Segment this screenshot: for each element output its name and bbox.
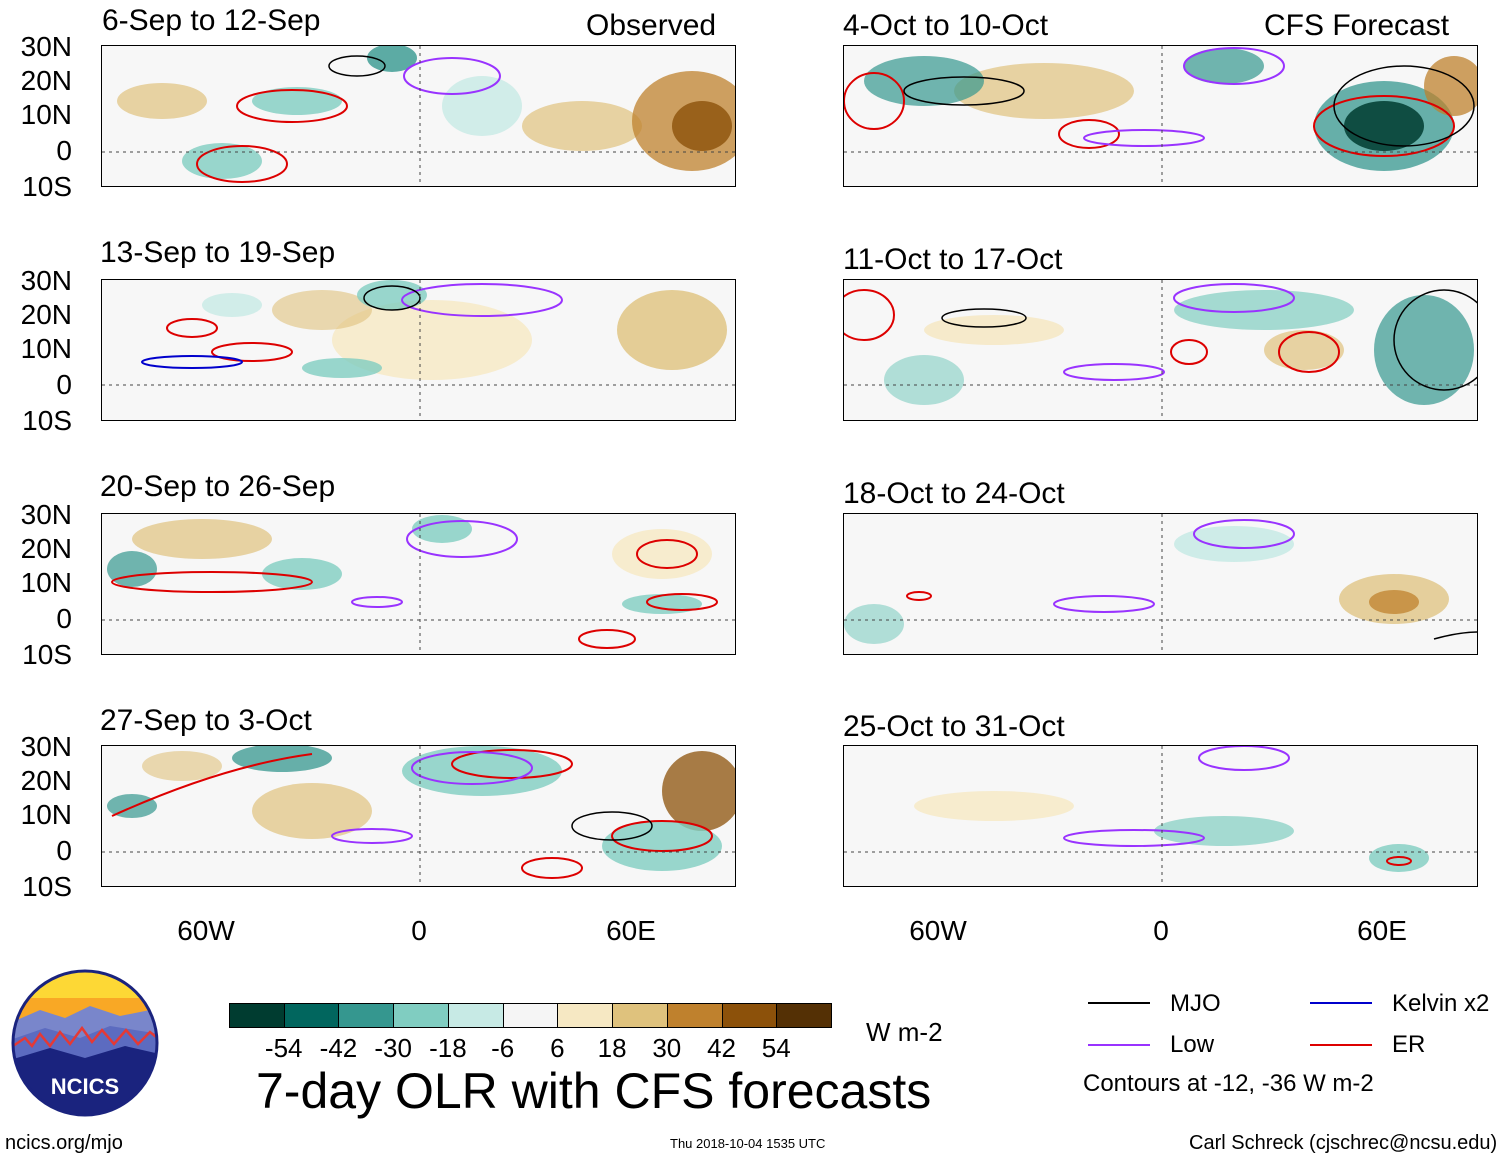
lon-label: 0 (1153, 915, 1169, 946)
lon-label: 60W (177, 915, 235, 946)
map-panel-forecast-3 (843, 513, 1478, 655)
colorbar-swatch (776, 1003, 832, 1028)
panel-title: 25-Oct to 31-Oct (843, 710, 1065, 743)
legend-note: Contours at -12, -36 W m-2 (1083, 1070, 1374, 1097)
colorbar-swatch (393, 1003, 449, 1028)
olr-map (102, 514, 735, 654)
olr-map (844, 746, 1477, 886)
footer-credit: Carl Schreck (cjschrec@ncsu.edu) (1189, 1132, 1498, 1154)
colorbar-swatch (283, 1003, 340, 1028)
lon-label: 60W (909, 915, 967, 946)
colorbar-tick-label: -54 (264, 1033, 303, 1063)
lat-label: 10S (22, 871, 72, 902)
lat-label: 0 (56, 135, 72, 166)
forecast-header: CFS Forecast (1264, 9, 1450, 42)
footer-url[interactable]: ncics.org/mjo (5, 1132, 123, 1154)
observed-header: Observed (586, 9, 717, 42)
lat-label: 10S (22, 171, 72, 202)
panel-title: 11-Oct to 17-Oct (843, 243, 1063, 276)
map-panel-observed-3 (101, 513, 736, 655)
colorbar-tick-label: -42 (319, 1033, 358, 1063)
colorbar-swatch (447, 1003, 504, 1028)
lat-label: 20N (20, 65, 72, 96)
olr-map (844, 280, 1477, 420)
colorbar-tick-label: -18 (429, 1033, 467, 1063)
lat-label: 30N (20, 731, 72, 762)
legend-line-er (1310, 1044, 1372, 1046)
logo-text: NCICS (51, 1074, 119, 1099)
legend-label-low: Low (1170, 1031, 1215, 1058)
panel-title: 18-Oct to 24-Oct (843, 477, 1065, 510)
olr-map (102, 746, 735, 886)
colorbar-tick-label: 42 (707, 1033, 736, 1063)
lat-label: 10N (20, 799, 72, 830)
ncics-logo: NCICS (11, 969, 159, 1117)
colorbar-swatch (721, 1003, 778, 1028)
colorbar-units: W m-2 (866, 1017, 943, 1047)
colorbar-tick-label: 30 (652, 1033, 682, 1063)
legend-line-low (1088, 1044, 1150, 1046)
lat-label: 0 (56, 369, 72, 400)
lon-label: 60E (606, 915, 656, 946)
legend-line-mjo (1088, 1002, 1150, 1004)
olr-map (844, 514, 1477, 654)
colorbar-tick-label: -6 (491, 1033, 515, 1063)
legend-label-er: ER (1392, 1031, 1426, 1058)
map-panel-forecast-2 (843, 279, 1478, 421)
colorbar-swatch (229, 1003, 285, 1028)
colorbar-swatch (502, 1003, 559, 1028)
lat-label: 30N (20, 31, 72, 62)
olr-map (844, 46, 1477, 186)
lat-label: 30N (20, 499, 72, 530)
panel-title: 4-Oct to 10-Oct (843, 9, 1049, 42)
olr-map (102, 46, 735, 186)
lat-label: 0 (56, 603, 72, 634)
lat-label: 10S (22, 639, 72, 670)
main-title: 7-day OLR with CFS forecasts (256, 1063, 932, 1119)
lat-label: 10N (20, 333, 72, 364)
legend-label-kelvin: Kelvin x2 (1392, 990, 1490, 1017)
map-panel-observed-4 (101, 745, 736, 887)
colorbar-swatch (557, 1003, 614, 1028)
panel-title: 6-Sep to 12-Sep (102, 4, 321, 37)
olr-map (102, 280, 735, 420)
lat-label: 20N (20, 765, 72, 796)
colorbar-tick-label: 6 (550, 1033, 565, 1063)
lat-label: 10N (20, 99, 72, 130)
lat-label: 20N (20, 299, 72, 330)
lon-label: 0 (411, 915, 427, 946)
map-panel-forecast-4 (843, 745, 1478, 887)
lat-label: 10N (20, 567, 72, 598)
colorbar-swatch (612, 1003, 668, 1028)
map-panel-observed-2 (101, 279, 736, 421)
lat-label: 0 (56, 835, 72, 866)
footer-timestamp: Thu 2018-10-04 1535 UTC (670, 1136, 826, 1151)
legend-label-mjo: MJO (1170, 990, 1221, 1017)
map-panel-forecast-1 (843, 45, 1478, 187)
colorbar-swatch (338, 1003, 395, 1028)
lon-label: 60E (1357, 915, 1407, 946)
lat-label: 30N (20, 265, 72, 296)
panel-title: 27-Sep to 3-Oct (100, 704, 312, 737)
panel-title: 20-Sep to 26-Sep (100, 470, 336, 503)
colorbar-swatch (666, 1003, 723, 1028)
colorbar-tick-label: -30 (374, 1033, 412, 1063)
lat-label: 20N (20, 533, 72, 564)
legend-line-kelvin (1310, 1002, 1372, 1004)
colorbar-tick-label: 54 (761, 1033, 791, 1063)
colorbar-tick-label: 18 (597, 1033, 627, 1063)
panel-title: 13-Sep to 19-Sep (100, 236, 336, 269)
map-panel-observed-1 (101, 45, 736, 187)
lat-label: 10S (22, 405, 72, 436)
